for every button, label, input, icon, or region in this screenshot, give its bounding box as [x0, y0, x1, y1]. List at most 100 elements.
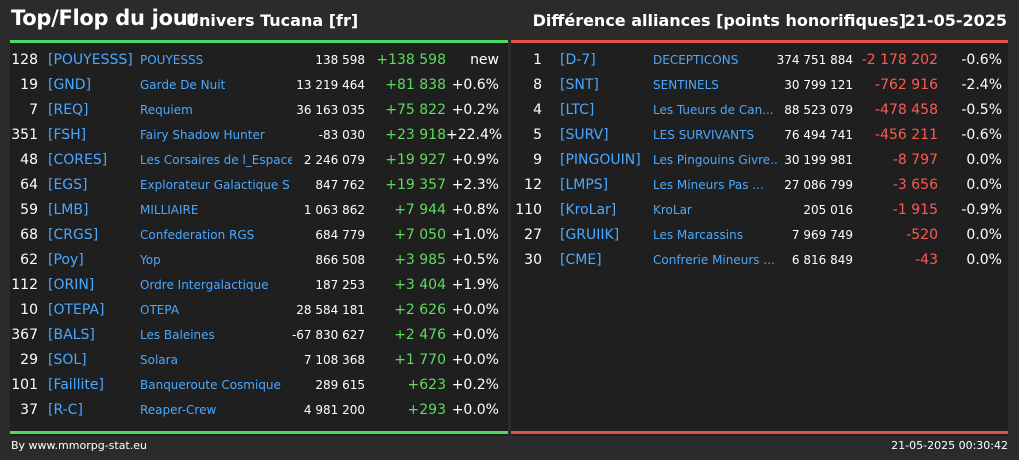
- alliance-score: -67 830 627: [291, 328, 365, 342]
- alliance-score: 7 108 368: [303, 353, 365, 367]
- alliance-name-link[interactable]: Yop: [140, 253, 161, 267]
- alliance-tag-link[interactable]: [POUYESSS]: [48, 52, 133, 68]
- alliance-name-link[interactable]: DECEPTICONS: [653, 53, 739, 67]
- top-alliance-row: 112 [ORIN] Ordre Intergalactique 187 253 +3 …: [10, 273, 508, 298]
- alliance-name-link[interactable]: Requiem: [140, 103, 193, 117]
- alliance-score: 6 816 849: [791, 253, 853, 267]
- alliance-score: 4 981 200: [303, 403, 365, 417]
- alliance-name-link[interactable]: POUYESSS: [140, 53, 204, 67]
- alliance-rank: 37: [20, 402, 38, 418]
- alliance-tag-link[interactable]: [LMB]: [48, 202, 89, 218]
- alliance-score: 7 969 749: [791, 228, 853, 242]
- alliance-rank: 29: [20, 352, 38, 368]
- alliance-tag-link[interactable]: [SOL]: [48, 352, 87, 368]
- alliance-tag-link[interactable]: [SURV]: [560, 127, 609, 143]
- alliance-name-link[interactable]: OTEPA: [140, 303, 180, 317]
- alliance-name-link[interactable]: Banqueroute Cosmique: [140, 378, 281, 392]
- alliance-score: 1 063 862: [303, 203, 365, 217]
- top-alliance-row: 59 [LMB] MILLIAIRE 1 063 862 +7 944 +0.8%: [10, 198, 508, 223]
- alliance-name-link[interactable]: Les Corsaires de l_Espace: [140, 153, 292, 167]
- alliance-rank: 59: [20, 202, 38, 218]
- alliance-rank: 64: [20, 177, 38, 193]
- alliance-tag-link[interactable]: [REQ]: [48, 102, 89, 118]
- alliance-score-change: +1 770: [394, 352, 446, 368]
- alliance-tag-link[interactable]: [Poy]: [48, 252, 84, 268]
- top-alliance-row: 351 [FSH] Fairy Shadow Hunter -83 030 +23 91…: [10, 123, 508, 148]
- alliance-rank: 19: [20, 77, 38, 93]
- alliance-name-link[interactable]: Confederation RGS: [140, 228, 255, 242]
- alliance-tag-link[interactable]: [GRUIIK]: [560, 227, 620, 243]
- alliance-name-link[interactable]: Explorateur Galactique S: [140, 178, 290, 192]
- alliance-percent-change: -0.5%: [961, 102, 1002, 118]
- alliance-name-link[interactable]: Les Baleines: [140, 328, 215, 342]
- flop-alliance-row: 12 [LMPS] Les Mineurs Pas ... 27 086 799 -3 …: [511, 173, 1008, 198]
- flop-alliance-row: 27 [GRUIIK] Les Marcassins 7 969 749 -520 0.0…: [511, 223, 1008, 248]
- alliance-score-change: +2 476: [394, 327, 446, 343]
- alliance-name-link[interactable]: LES SURVIVANTS: [653, 128, 755, 142]
- alliance-name-link[interactable]: Les Tueurs de Can...: [653, 103, 774, 117]
- alliance-score-change: -456 211: [875, 127, 938, 143]
- alliance-percent-change: -2.4%: [961, 77, 1002, 93]
- alliance-score-change: +623: [407, 377, 446, 393]
- alliance-name-link[interactable]: Solara: [140, 353, 178, 367]
- alliance-tag-link[interactable]: [CME]: [560, 252, 602, 268]
- alliance-score-change: -3 656: [892, 177, 938, 193]
- alliance-percent-change: +0.0%: [451, 352, 499, 368]
- alliance-name-link[interactable]: Confrerie Mineurs ...: [653, 253, 775, 267]
- alliance-percent-change: 0.0%: [966, 177, 1002, 193]
- alliance-name-link[interactable]: SENTINELS: [653, 78, 719, 92]
- alliance-score: 847 762: [315, 178, 365, 192]
- alliance-tag-link[interactable]: [PINGOUIN]: [560, 152, 641, 168]
- alliance-tag-link[interactable]: [GND]: [48, 77, 92, 93]
- alliance-percent-change: +0.0%: [451, 327, 499, 343]
- alliance-score-change: +293: [407, 402, 446, 418]
- alliance-name-link[interactable]: Reaper-Crew: [140, 403, 217, 417]
- top-alliance-row: 101 [Faillite] Banqueroute Cosmique 289 615…: [10, 373, 508, 398]
- flop-alliances-panel: 1 [D-7] DECEPTICONS 374 751 884 -2 178 202 -0…: [511, 40, 1008, 436]
- alliance-name-link[interactable]: Fairy Shadow Hunter: [140, 128, 265, 142]
- alliance-rank: 128: [11, 52, 38, 68]
- alliance-rank: 5: [533, 127, 542, 143]
- alliance-tag-link[interactable]: [ORIN]: [48, 277, 95, 293]
- alliance-name-link[interactable]: Les Marcassins: [653, 228, 743, 242]
- universe-label: Univers Tucana [fr]: [186, 11, 359, 30]
- alliance-score: 88 523 079: [784, 103, 853, 117]
- alliance-tag-link[interactable]: [BALS]: [48, 327, 95, 343]
- alliance-score: 76 494 741: [784, 128, 853, 142]
- alliance-tag-link[interactable]: [R-C]: [48, 402, 83, 418]
- alliance-name-link[interactable]: Ordre Intergalactique: [140, 278, 269, 292]
- alliance-rank: 9: [533, 152, 542, 168]
- alliance-tag-link[interactable]: [CORES]: [48, 152, 108, 168]
- alliance-tag-link[interactable]: [EGS]: [48, 177, 88, 193]
- top-alliance-row: 128 [POUYESSS] POUYESSS 138 598 +138 598 new: [10, 48, 508, 73]
- page-title: Top/Flop du jour: [11, 6, 198, 30]
- alliance-tag-link[interactable]: [D-7]: [560, 52, 596, 68]
- alliance-name-link[interactable]: Garde De Nuit: [140, 78, 226, 92]
- alliance-name-link[interactable]: Les Mineurs Pas ...: [653, 178, 764, 192]
- alliance-score: 205 016: [803, 203, 853, 217]
- alliance-name-link[interactable]: KroLar: [653, 203, 692, 217]
- alliance-tag-link[interactable]: [LTC]: [560, 102, 595, 118]
- alliance-name-link[interactable]: Les Pingouins Givre...: [653, 153, 777, 167]
- header-date: 21-05-2025: [904, 11, 1007, 30]
- alliance-tag-link[interactable]: [CRGS]: [48, 227, 99, 243]
- alliance-percent-change: +0.2%: [451, 377, 499, 393]
- alliance-name-link[interactable]: MILLIAIRE: [140, 203, 199, 217]
- top-alliance-row: 48 [CORES] Les Corsaires de l_Espace 2 246 …: [10, 148, 508, 173]
- alliance-score-change: +23 918: [385, 127, 446, 143]
- alliance-score: 36 163 035: [296, 103, 365, 117]
- alliance-tag-link[interactable]: [SNT]: [560, 77, 599, 93]
- footer-timestamp: 21-05-2025 00:30:42: [891, 439, 1008, 452]
- alliance-tag-link[interactable]: [KroLar]: [560, 202, 617, 218]
- alliance-tag-link[interactable]: [OTEPA]: [48, 302, 105, 318]
- alliance-percent-change: +0.5%: [451, 252, 499, 268]
- alliance-tag-link[interactable]: [FSH]: [48, 127, 87, 143]
- flop-panel-bottom-border: [511, 431, 1008, 434]
- alliance-rank: 1: [533, 52, 542, 68]
- alliance-rank: 30: [524, 252, 542, 268]
- alliance-score-change: -2 178 202: [861, 52, 938, 68]
- top-alliance-row: 64 [EGS] Explorateur Galactique S 847 762 +1…: [10, 173, 508, 198]
- alliance-tag-link[interactable]: [Faillite]: [48, 377, 104, 393]
- alliance-tag-link[interactable]: [LMPS]: [560, 177, 609, 193]
- alliance-rank: 10: [20, 302, 38, 318]
